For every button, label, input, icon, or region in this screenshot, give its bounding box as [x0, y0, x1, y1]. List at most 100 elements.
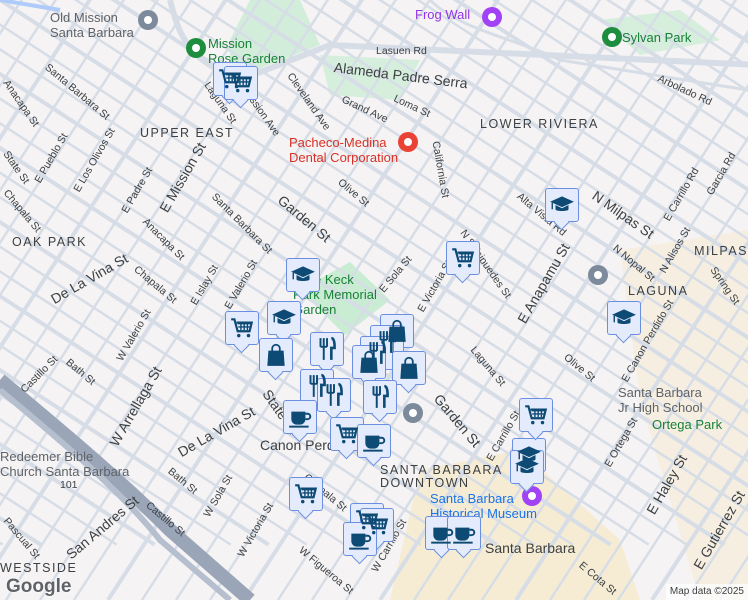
school-marker[interactable]	[510, 450, 544, 484]
street	[72, 0, 466, 600]
street	[514, 239, 748, 600]
restaurant-marker[interactable]	[317, 378, 351, 412]
shopping-icon	[267, 343, 285, 366]
street	[548, 292, 748, 600]
grocery-marker[interactable]	[446, 241, 480, 275]
grocery-marker[interactable]	[360, 508, 394, 542]
shopping-marker[interactable]	[352, 345, 386, 379]
grocery-marker[interactable]	[519, 398, 553, 432]
museum-poi-icon[interactable]	[403, 403, 423, 423]
restaurant-marker[interactable]	[370, 325, 404, 359]
school-icon	[272, 309, 296, 324]
landmark-poi-icon[interactable]	[482, 7, 502, 27]
map-attribution[interactable]: Map data ©2025	[665, 584, 748, 600]
school-marker[interactable]	[545, 188, 579, 222]
map-label[interactable]: Pacheco-Medina Dental Corporation	[288, 134, 399, 165]
street	[0, 245, 460, 546]
street	[0, 0, 93, 142]
coffee-icon	[363, 435, 386, 452]
street	[582, 345, 748, 600]
street	[0, 23, 748, 512]
street	[480, 188, 748, 600]
street	[0, 0, 160, 246]
street	[35, 0, 748, 463]
grocery-marker[interactable]	[330, 417, 364, 451]
street	[344, 0, 738, 600]
street	[616, 397, 748, 600]
street	[0, 0, 748, 489]
shopping-marker[interactable]	[259, 338, 293, 372]
milpas-commercial-area	[620, 230, 748, 600]
museum-poi-icon[interactable]	[138, 10, 158, 30]
street	[412, 83, 748, 600]
school-marker[interactable]	[267, 301, 301, 335]
grocery-icon	[230, 73, 253, 93]
restaurant-icon	[379, 329, 396, 353]
dentist-poi-icon[interactable]	[398, 132, 418, 152]
restaurant-icon	[309, 373, 326, 397]
map-label: Santa Barbara	[485, 540, 576, 556]
map-label: LOWER RIVIERA	[480, 117, 599, 131]
rose-garden-park	[320, 55, 420, 100]
shopping-marker[interactable]	[392, 351, 426, 385]
restaurant-marker[interactable]	[310, 332, 344, 366]
map-label[interactable]: Santa Barbara Jr High School	[618, 385, 703, 416]
grocery-icon	[452, 248, 475, 268]
restaurant-icon	[326, 382, 343, 406]
street	[0, 0, 126, 193]
flower-poi-icon[interactable]	[186, 38, 206, 58]
street	[0, 0, 262, 403]
grocery-marker[interactable]	[224, 66, 258, 100]
tree-poi-icon[interactable]	[602, 27, 622, 47]
street	[446, 135, 748, 600]
map-label[interactable]: Sylvan Park	[622, 30, 692, 45]
street	[0, 0, 229, 352]
school-marker[interactable]	[607, 301, 641, 335]
coffee-marker[interactable]	[447, 516, 481, 550]
street	[38, 0, 432, 600]
coffee-icon	[289, 411, 312, 428]
street	[4, 0, 398, 600]
school-marker[interactable]	[286, 258, 320, 292]
map-label[interactable]: Frog Wall	[415, 7, 471, 22]
street	[0, 0, 194, 298]
street	[208, 0, 602, 600]
street	[0, 219, 498, 547]
street	[310, 0, 704, 600]
street	[0, 293, 384, 547]
street	[106, 0, 501, 600]
school-icon	[291, 266, 315, 281]
grocery-icon	[366, 515, 389, 535]
map-label: WESTSIDE	[0, 561, 78, 576]
map-label: SANTA BARBARA DOWNTOWN	[380, 462, 503, 490]
grocery-marker[interactable]	[225, 311, 259, 345]
street	[149, 0, 748, 389]
street	[0, 269, 422, 546]
school-poi-icon[interactable]	[588, 265, 608, 285]
school-icon	[612, 309, 636, 324]
street	[378, 29, 748, 600]
restaurant-marker[interactable]	[363, 380, 397, 414]
grocery-marker[interactable]	[289, 477, 323, 511]
street	[140, 0, 534, 600]
street	[110, 0, 748, 415]
street	[0, 47, 748, 537]
map-label: UPPER EAST	[140, 125, 235, 140]
coffee-icon	[431, 527, 454, 544]
map-label: OAK PARK	[12, 235, 87, 250]
coffee-icon	[349, 533, 372, 550]
map-label[interactable]: Old Mission Santa Barbara	[50, 10, 134, 40]
map-label: 101	[60, 479, 78, 492]
grocery-icon	[231, 318, 254, 338]
street	[0, 71, 726, 547]
coffee-marker[interactable]	[283, 400, 317, 434]
map-label[interactable]: Redeemer Bible Church Santa Barbara	[0, 449, 130, 480]
map-label[interactable]: Ortega Park	[652, 416, 723, 432]
coffee-marker[interactable]	[357, 424, 391, 458]
restaurant-icon	[369, 340, 386, 364]
creek	[0, 0, 61, 12]
shopping-icon	[360, 350, 378, 373]
grocery-icon	[295, 484, 318, 504]
coffee-marker[interactable]	[343, 522, 377, 556]
